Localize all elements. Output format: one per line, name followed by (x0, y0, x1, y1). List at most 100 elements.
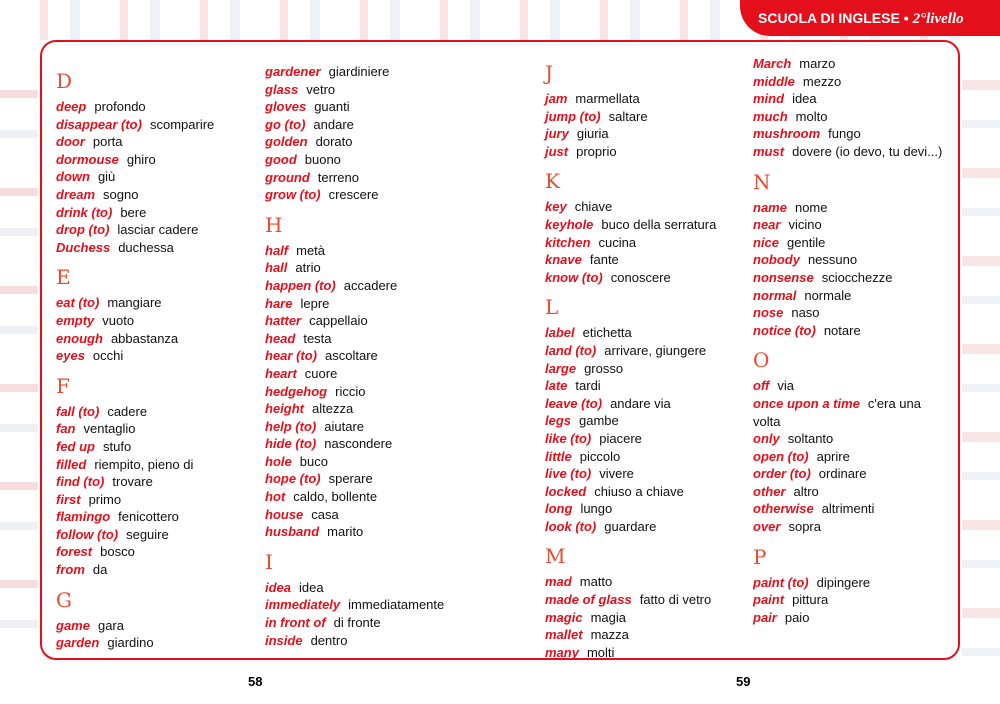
italian-translation: idea (792, 91, 817, 107)
italian-translation: immediatamente (348, 597, 445, 613)
english-term: hot (265, 489, 286, 505)
english-term: notice (to) (753, 322, 816, 338)
english-term: deep (56, 99, 87, 114)
english-term: drink (to) (56, 204, 113, 220)
english-term: half (265, 242, 289, 258)
glossary-entry: mallet mazza (545, 626, 745, 644)
english-term: door (56, 134, 85, 150)
letter-heading: F (56, 373, 70, 398)
english-term: look (to) (545, 518, 597, 534)
english-term: down (56, 169, 90, 185)
glossary-entry: in front of di fronte (265, 614, 465, 632)
italian-translation: vivere (599, 466, 634, 482)
italian-translation: marzo (799, 56, 836, 71)
english-term: paint (to) (753, 574, 809, 590)
english-term: late (545, 378, 568, 394)
english-term: hare (265, 295, 293, 311)
glossary-entry: fan ventaglio (56, 420, 256, 438)
italian-translation: idea (299, 579, 324, 595)
glossary-entry: key chiave (545, 198, 745, 216)
letter-heading: P (753, 544, 767, 569)
glossary-entry: locked chiuso a chiave (545, 483, 745, 501)
italian-translation: marmellata (575, 91, 640, 106)
english-term: house (265, 506, 304, 522)
english-term: nice (753, 234, 780, 250)
italian-translation: sciocchezze (821, 269, 893, 285)
italian-translation: notare (823, 322, 861, 338)
letter-heading: G (56, 587, 72, 612)
english-term: land (to) (545, 342, 597, 358)
italian-translation: magia (590, 609, 626, 625)
italian-translation: vuoto (102, 312, 135, 328)
english-term: large (545, 360, 577, 376)
glossary-entry: filled riempito, pieno di (56, 456, 256, 474)
italian-translation: dentro (310, 632, 348, 648)
letter-section: March marzo middle mezzo mind idea much molto mu… (753, 55, 943, 161)
italian-translation: ordinare (818, 466, 867, 482)
english-term: jury (545, 126, 569, 142)
glossary-entry: jump (to) saltare (545, 108, 745, 126)
italian-translation: giardiniere (328, 64, 390, 79)
glossary-entry: hot caldo, bollente (265, 488, 465, 506)
english-term: over (753, 519, 781, 535)
glossary-entry: forest bosco (56, 543, 256, 561)
glossary-entry: drink (to) bere (56, 204, 256, 222)
glossary-entry: near vicino (753, 216, 943, 234)
italian-translation: buco (299, 453, 328, 469)
italian-translation: mezzo (802, 73, 842, 89)
letter-heading: O (753, 348, 770, 373)
english-term: enough (56, 330, 103, 346)
english-term: know (to) (545, 269, 603, 285)
english-term: just (545, 143, 569, 159)
english-term: paint (753, 592, 785, 608)
glossary-entry: height altezza (265, 400, 465, 418)
english-term: flamingo (56, 509, 111, 525)
english-term: only (753, 431, 780, 447)
english-term: eat (to) (56, 295, 100, 311)
banner-level: 2°livello (912, 11, 964, 27)
glossary-entry: gloves guanti (265, 98, 465, 116)
english-term: go (to) (265, 116, 306, 132)
glossary-entry: other altro (753, 483, 943, 501)
italian-translation: metà (296, 242, 326, 258)
glossary-entry: long lungo (545, 500, 745, 518)
english-term: legs (545, 413, 572, 429)
english-term: long (545, 501, 573, 517)
italian-translation: cucina (598, 234, 637, 250)
glossary-entry: Duchess duchessa (56, 239, 256, 257)
glossary-entry: land (to) arrivare, giungere (545, 342, 745, 360)
glossary-entry: hedgehog riccio (265, 383, 465, 401)
english-term: pair (753, 609, 777, 625)
glossary-entry: nonsense sciocchezze (753, 269, 943, 287)
glossary-entry: like (to) piacere (545, 430, 745, 448)
italian-translation: sogno (103, 186, 139, 202)
italian-translation: bosco (100, 544, 135, 560)
english-term: open (to) (753, 448, 809, 464)
italian-translation: fatto di vetro (639, 592, 712, 608)
page-number-right: 59 (736, 674, 751, 689)
italian-translation: fungo (828, 126, 861, 142)
english-term: hall (265, 260, 288, 276)
english-term: order (to) (753, 466, 811, 482)
italian-translation: porta (92, 134, 123, 150)
italian-translation: ventaglio (83, 421, 136, 437)
italian-translation: altrimenti (821, 501, 875, 517)
letter-heading: D (56, 69, 73, 93)
english-term: inside (265, 632, 303, 648)
banner-title: SCUOLA DI INGLESE • (758, 10, 909, 26)
glossary-column-4: March marzo middle mezzo mind idea much molto mu… (753, 55, 943, 626)
letter-heading: E (56, 265, 71, 290)
italian-translation: molto (795, 108, 828, 124)
english-term: hope (to) (265, 471, 321, 487)
decorative-pattern-right (962, 40, 1000, 660)
english-term: mushroom (753, 126, 821, 142)
italian-translation: duchessa (118, 239, 174, 255)
italian-translation: stufo (103, 438, 132, 454)
english-term: hole (265, 453, 292, 469)
glossary-entry: knave fante (545, 251, 745, 269)
italian-translation: c'era una volta (753, 395, 921, 429)
glossary-entry: fall (to) cadere (56, 403, 256, 421)
